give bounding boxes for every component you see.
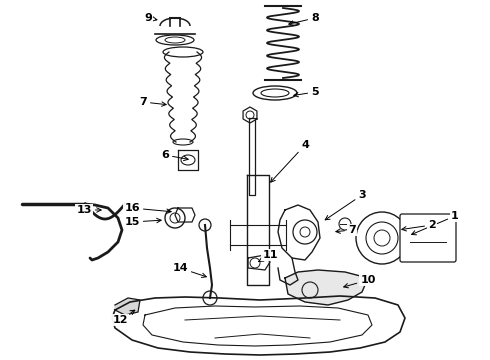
Text: 10: 10 — [343, 275, 376, 288]
Text: 7: 7 — [139, 97, 166, 107]
Text: 13: 13 — [76, 205, 101, 215]
Text: 16: 16 — [124, 203, 171, 213]
Text: 3: 3 — [325, 190, 366, 220]
Text: 4: 4 — [270, 140, 309, 182]
Polygon shape — [285, 270, 368, 305]
Text: 1: 1 — [412, 211, 459, 235]
Text: 15: 15 — [124, 217, 161, 227]
Text: 2: 2 — [402, 220, 436, 231]
Polygon shape — [115, 298, 140, 315]
Text: 11: 11 — [259, 250, 278, 262]
Text: 6: 6 — [161, 150, 188, 161]
Text: 9: 9 — [144, 13, 157, 23]
Text: 14: 14 — [172, 263, 206, 278]
FancyBboxPatch shape — [400, 214, 456, 262]
Text: 8: 8 — [289, 13, 319, 25]
Text: 7: 7 — [336, 225, 356, 235]
Text: 5: 5 — [294, 87, 319, 97]
Text: 12: 12 — [112, 310, 135, 325]
